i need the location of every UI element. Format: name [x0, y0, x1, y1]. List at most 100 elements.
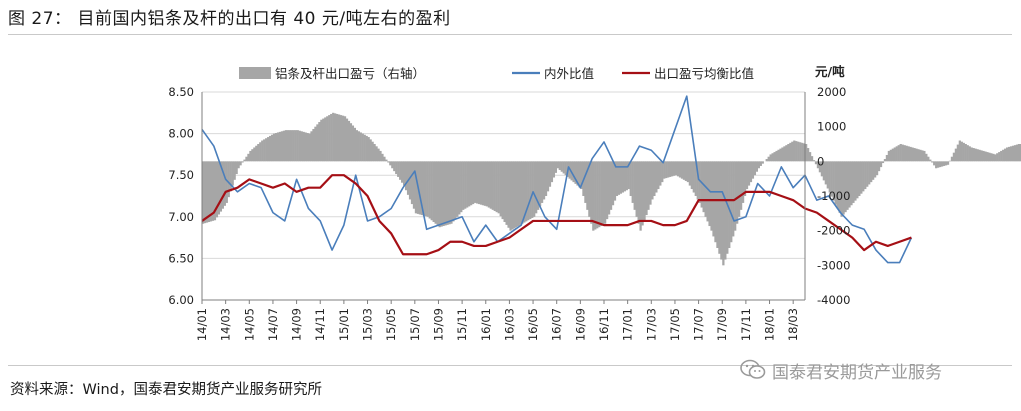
profit-bar	[842, 161, 845, 215]
profit-bar	[844, 161, 847, 213]
profit-bar	[609, 161, 613, 210]
profit-bar	[913, 148, 916, 162]
profit-bar	[345, 118, 349, 162]
profit-bar	[399, 161, 402, 180]
profit-bar	[820, 161, 824, 177]
profit-bar	[773, 152, 776, 162]
profit-bar	[515, 161, 518, 228]
profit-bar	[690, 161, 693, 190]
legend: 铝条及杆出口盈亏（右轴） 内外比值 出口盈亏均衡比值	[239, 66, 754, 81]
profit-bar	[791, 141, 794, 162]
profit-bar	[237, 161, 240, 169]
profit-bar	[531, 161, 534, 218]
profit-bar	[915, 148, 918, 162]
profit-bar	[653, 161, 656, 196]
profit-bar	[552, 161, 556, 178]
profit-bar	[700, 161, 703, 208]
profit-bar	[858, 161, 861, 196]
profit-bar	[942, 161, 946, 166]
profit-bar	[497, 161, 500, 214]
x-tick-label: 17/09	[715, 308, 729, 341]
profit-bar	[420, 161, 424, 216]
profit-bar	[986, 152, 989, 162]
profit-bar	[806, 148, 810, 162]
source-note: 资料来源：Wind，国泰君安期货产业服务研究所	[10, 382, 322, 398]
profit-bar	[720, 161, 723, 260]
profit-bar	[540, 161, 544, 203]
profit-bar	[958, 140, 961, 162]
profit-bar	[221, 161, 224, 209]
profit-bar	[665, 161, 668, 179]
profit-bar	[950, 156, 954, 162]
profit-bar	[503, 161, 506, 222]
profit-bar	[225, 161, 228, 203]
profit-bar	[418, 161, 422, 215]
profit-bar	[432, 161, 435, 222]
profit-bar	[771, 153, 774, 162]
legend-label: 内外比值	[544, 66, 594, 81]
profit-bar	[875, 161, 879, 176]
profit-bar	[856, 161, 859, 199]
profit-bar	[280, 131, 284, 162]
profit-bar	[680, 161, 684, 179]
profit-bar	[251, 149, 254, 162]
profit-bar	[909, 146, 912, 162]
profit-bar	[554, 161, 558, 173]
profit-bar	[753, 161, 757, 176]
profit-bar	[1019, 144, 1021, 162]
profit-bar	[623, 161, 626, 192]
x-tick-label: 18/03	[786, 308, 800, 341]
profit-bar	[860, 161, 863, 194]
profit-bar	[249, 150, 252, 162]
profit-bar	[793, 140, 796, 162]
profit-bar	[207, 161, 211, 222]
profit-bar	[444, 161, 447, 226]
profit-bar	[359, 132, 362, 162]
profit-bar	[572, 161, 575, 183]
profit-bar	[747, 161, 751, 186]
profit-bar	[501, 161, 504, 220]
profit-bar	[974, 148, 977, 162]
profit-bar	[483, 161, 487, 206]
profit-bar	[393, 161, 396, 172]
profit-bar	[341, 115, 345, 162]
profit-bar	[1017, 144, 1021, 162]
profit-bar	[901, 144, 904, 162]
profit-bar	[600, 161, 603, 227]
profit-bar	[838, 161, 841, 213]
profit-bar	[235, 161, 238, 175]
profit-bar	[905, 145, 908, 162]
profit-bar	[732, 161, 735, 237]
x-tick-label: 14/09	[290, 308, 304, 341]
profit-bar	[471, 161, 475, 205]
profit-bar	[982, 150, 985, 162]
profit-bar	[263, 139, 266, 162]
profit-bar	[243, 159, 246, 162]
profit-bar	[209, 161, 213, 222]
profit-bar	[580, 161, 583, 190]
title-divider	[8, 34, 1012, 35]
profit-bar	[544, 161, 548, 196]
profit-bar	[558, 161, 561, 170]
profit-bar	[1013, 145, 1017, 162]
profit-bar	[893, 147, 896, 162]
profit-bar	[850, 161, 853, 206]
profit-bar	[605, 161, 609, 220]
profit-bar	[499, 161, 502, 217]
profit-bar	[330, 113, 333, 162]
profit-bar	[1009, 146, 1013, 162]
profit-bar	[247, 153, 250, 162]
x-tick-label: 15/05	[384, 308, 398, 341]
profit-bar	[397, 161, 400, 177]
profit-bar	[533, 161, 536, 217]
profit-bar	[468, 161, 471, 207]
profit-bar	[576, 161, 579, 186]
profit-bar	[548, 161, 552, 187]
profit-bar	[808, 152, 812, 162]
x-tick-label: 14/07	[266, 308, 280, 341]
x-tick-label: 15/07	[408, 308, 422, 341]
profit-bar	[269, 135, 272, 162]
profit-bar	[491, 161, 494, 210]
profit-bar	[318, 122, 321, 162]
profit-bar	[775, 150, 778, 162]
